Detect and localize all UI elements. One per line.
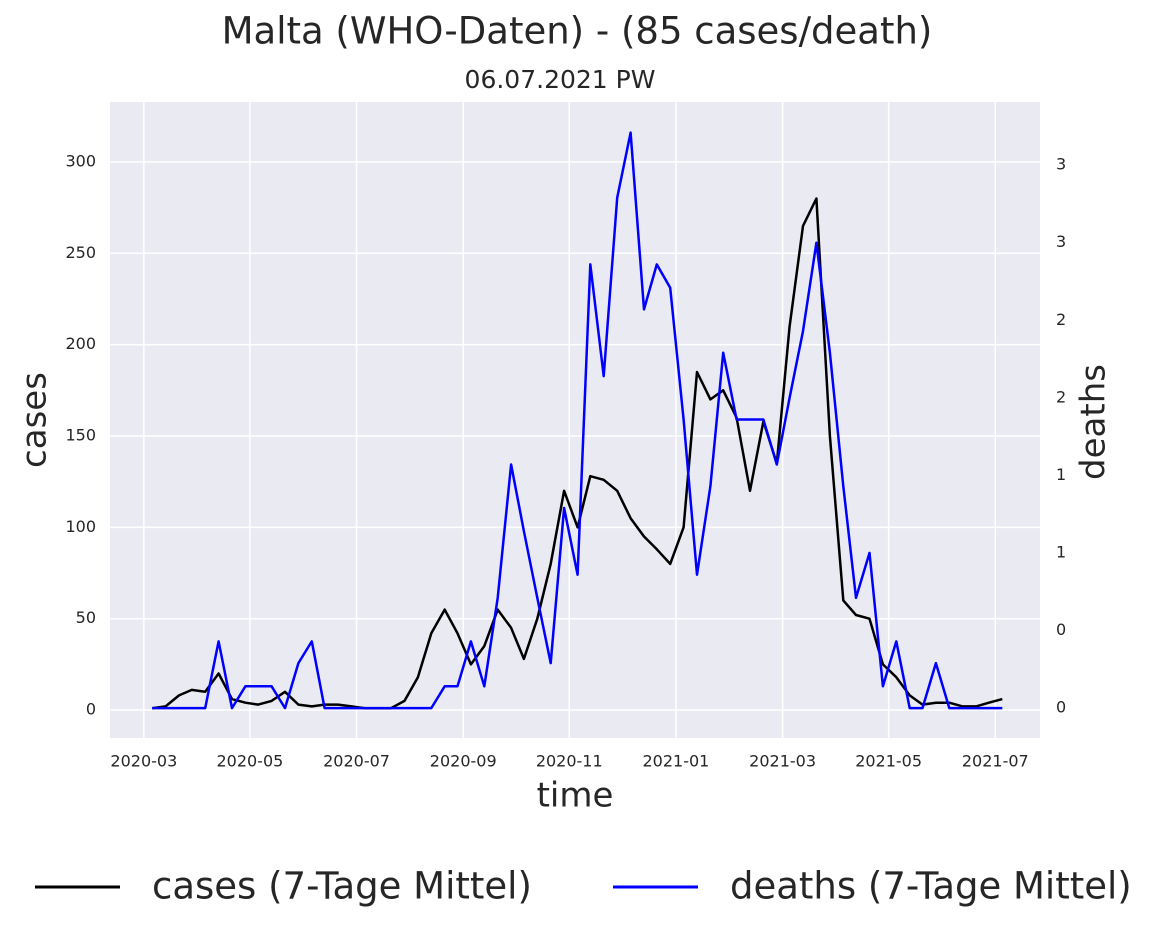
y-axis-label: cases [15,372,55,468]
y2-tick-label: 2 [1056,310,1066,329]
y-tick-label: 300 [65,151,96,170]
y-tick-label: 150 [65,425,96,444]
chart-subtitle: 06.07.2021 PW [465,65,656,94]
legend-label: cases (7-Tage Mittel) [152,865,532,908]
series-line [152,131,1003,710]
x-tick-label: 2020-03 [110,752,177,771]
x-tick-label: 2021-01 [642,752,709,771]
plot-area [110,102,1040,738]
y2-tick-label: 3 [1056,155,1066,174]
x-tick-label: 2020-07 [323,752,390,771]
y2-tick-label: 3 [1056,232,1066,251]
x-tick-label: 2021-03 [749,752,816,771]
x-axis-label: time [537,776,614,816]
x-tick-label: 2020-09 [430,752,497,771]
y2-tick-label: 0 [1056,620,1066,639]
y-tick-label: 50 [76,608,96,627]
series-line [152,197,1003,710]
y-tick-label: 200 [65,334,96,353]
y-tick-label: 100 [65,517,96,536]
x-tick-label: 2020-05 [216,752,283,771]
legend-label: deaths (7-Tage Mittel) [730,865,1132,908]
y2-tick-label: 2 [1056,387,1066,406]
y2-tick-label: 1 [1056,542,1066,561]
y-tick-label: 0 [86,700,96,719]
x-tick-label: 2021-07 [962,752,1029,771]
y2-tick-label: 1 [1056,465,1066,484]
chart-title: Malta (WHO-Daten) - (85 cases/death) [222,10,933,53]
x-tick-label: 2021-05 [855,752,922,771]
y2-tick-label: 0 [1056,698,1066,717]
y-tick-label: 250 [65,243,96,262]
x-tick-label: 2020-11 [536,752,603,771]
y2-axis-label: deaths [1074,364,1114,480]
